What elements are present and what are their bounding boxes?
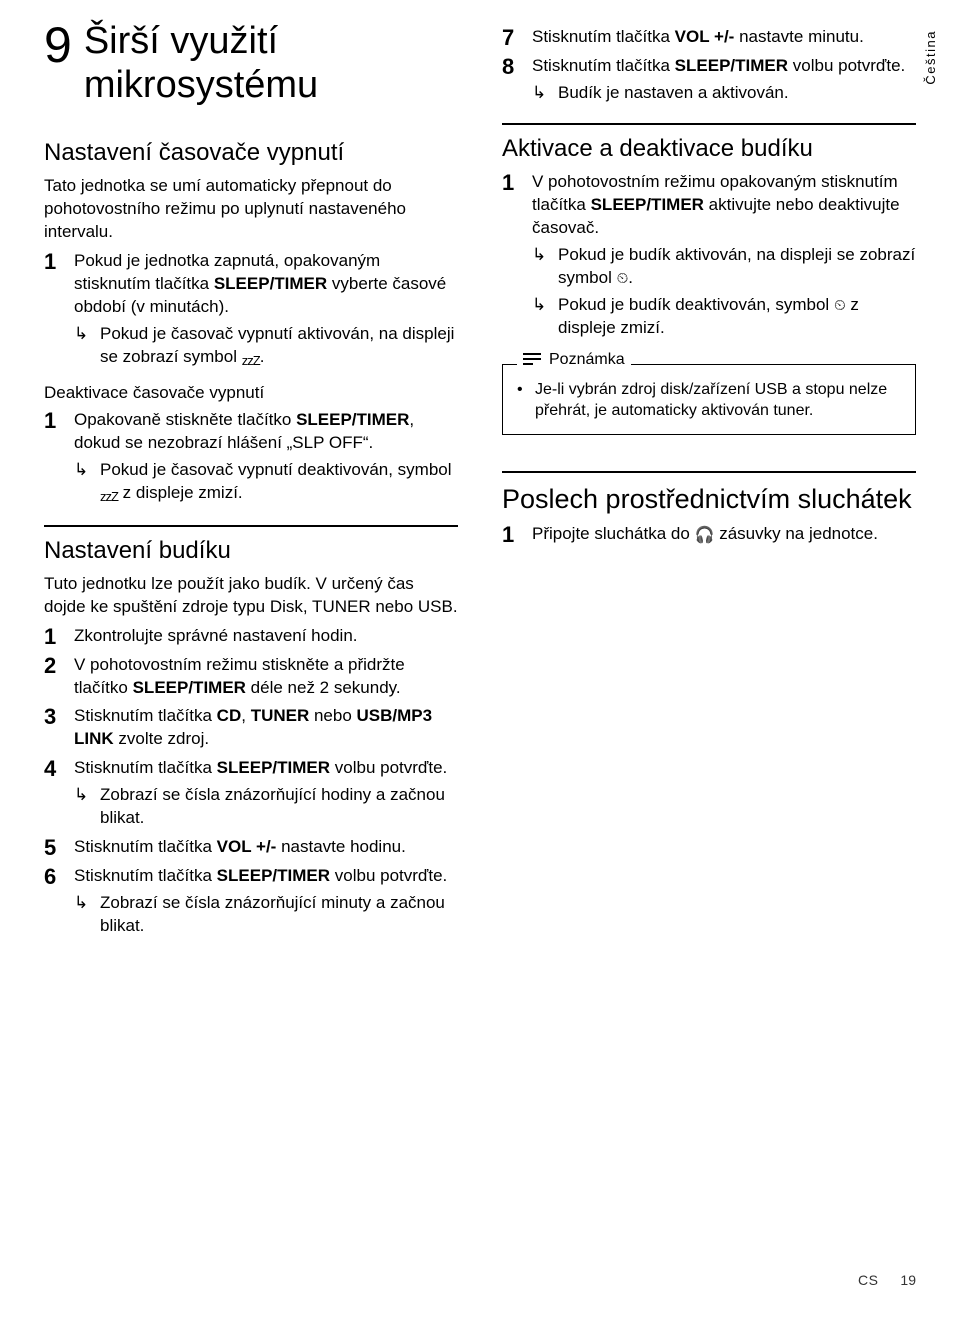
section-alarm-title: Nastavení budíku [44, 537, 458, 565]
sleep-icon: zzZ [242, 353, 260, 368]
text: Stisknutím tlačítka CD, TUNER nebo USB/M… [74, 706, 432, 748]
text: Pokud je časovač vypnutí aktivován, na d… [100, 323, 458, 371]
alarm-step-1: 1 Zkontrolujte správné nastavení hodin. [44, 625, 458, 648]
note-header: Poznámka [517, 351, 631, 369]
footer-lang: CS [858, 1272, 878, 1288]
result-arrow-icon: ↳ [532, 294, 550, 340]
sleep-deact-step-1: 1 Opakovaně stiskněte tlačítko SLEEP/TIM… [44, 409, 458, 507]
text: Zobrazí se čísla znázorňující hodiny a z… [100, 784, 458, 830]
step-number: 7 [502, 26, 520, 49]
page-footer: CS 19 [858, 1272, 916, 1288]
result-arrow-icon: ↳ [74, 892, 92, 938]
timer-icon: ⏲ [617, 270, 629, 287]
section-divider [502, 471, 916, 473]
step-number: 4 [44, 757, 62, 830]
bullet-icon: • [517, 379, 527, 422]
sleep-step-1: 1 Pokud je jednotka zapnutá, opakovaným … [44, 250, 458, 371]
alarm-step-6: 6 Stisknutím tlačítka SLEEP/TIMER volbu … [44, 865, 458, 938]
section-headphones-title: Poslech prostřednictvím sluchátek [502, 483, 916, 515]
sleep-timer-intro: Tato jednotka se umí automaticky přepnou… [44, 175, 458, 244]
section-alarm-toggle-title: Aktivace a deaktivace budíku [502, 135, 916, 163]
section-divider [502, 123, 916, 125]
alarm-step-5: 5 Stisknutím tlačítka VOL +/- nastavte h… [44, 836, 458, 859]
footer-page-number: 19 [900, 1272, 916, 1288]
step-number: 1 [44, 625, 62, 648]
note-text: Je-li vybrán zdroj disk/zařízení USB a s… [535, 379, 901, 422]
text: Stisknutím tlačítka VOL +/- nastavte hod… [74, 837, 406, 856]
chapter-title: Širší využití mikrosystému [84, 20, 458, 107]
alarm-step-4: 4 Stisknutím tlačítka SLEEP/TIMER volbu … [44, 757, 458, 830]
step-number: 1 [44, 250, 62, 371]
sleep-deactivate-heading: Deaktivace časovače vypnutí [44, 383, 458, 403]
text: V pohotovostním režimu stiskněte a přidr… [74, 655, 405, 697]
alarm-step-7: 7 Stisknutím tlačítka VOL +/- nastavte m… [502, 26, 916, 49]
headphones-step-1: 1 Připojte sluchátka do 🎧 zásuvky na jed… [502, 523, 916, 546]
text: Stisknutím tlačítka SLEEP/TIMER volbu po… [532, 56, 905, 75]
step-number: 8 [502, 55, 520, 105]
text: Pokud je budík aktivován, na displeji se… [558, 244, 916, 290]
sleep-icon: zzZ [100, 489, 118, 504]
text: Připojte sluchátka do 🎧 zásuvky na jedno… [532, 524, 878, 543]
result-arrow-icon: ↳ [532, 82, 550, 105]
text: Pokud je časovač vypnutí deaktivován, sy… [100, 459, 458, 507]
result-arrow-icon: ↳ [74, 323, 92, 371]
text: Opakovaně stiskněte tlačítko SLEEP/TIMER… [74, 410, 414, 452]
step-number: 2 [44, 654, 62, 700]
timer-icon: ⏲ [834, 297, 846, 314]
alarm-step-3: 3 Stisknutím tlačítka CD, TUNER nebo USB… [44, 705, 458, 751]
result-arrow-icon: ↳ [74, 459, 92, 507]
text: Pokud je jednotka zapnutá, opakovaným st… [74, 251, 446, 316]
note-label: Poznámka [549, 351, 625, 369]
text: Pokud je budík deaktivován, symbol ⏲ z d… [558, 294, 916, 340]
result-arrow-icon: ↳ [74, 784, 92, 830]
step-number: 1 [502, 523, 520, 546]
note-box: Poznámka • Je-li vybrán zdroj disk/zaříz… [502, 364, 916, 435]
text: Stisknutím tlačítka SLEEP/TIMER volbu po… [74, 758, 447, 777]
alarm-toggle-step-1: 1 V pohotovostním režimu opakovaným stis… [502, 171, 916, 340]
chapter-number: 9 [44, 20, 72, 70]
step-number: 1 [44, 409, 62, 507]
note-icon [523, 351, 541, 369]
section-divider [44, 525, 458, 527]
alarm-intro: Tuto jednotku lze použít jako budík. V u… [44, 573, 458, 619]
result-arrow-icon: ↳ [532, 244, 550, 290]
text: V pohotovostním režimu opakovaným stiskn… [532, 172, 900, 237]
step-number: 5 [44, 836, 62, 859]
section-sleep-timer-title: Nastavení časovače vypnutí [44, 139, 458, 167]
language-tab: Čeština [923, 30, 938, 85]
step-number: 3 [44, 705, 62, 751]
alarm-step-8: 8 Stisknutím tlačítka SLEEP/TIMER volbu … [502, 55, 916, 105]
step-number: 6 [44, 865, 62, 938]
text: Stisknutím tlačítka VOL +/- nastavte min… [532, 27, 864, 46]
alarm-step-2: 2 V pohotovostním režimu stiskněte a při… [44, 654, 458, 700]
text: Zkontrolujte správné nastavení hodin. [74, 626, 358, 645]
chapter-header: 9 Širší využití mikrosystému [44, 20, 458, 107]
right-column: 7 Stisknutím tlačítka VOL +/- nastavte m… [502, 20, 916, 938]
headphones-icon: 🎧 [695, 527, 715, 544]
text: Zobrazí se čísla znázorňující minuty a z… [100, 892, 458, 938]
note-item: • Je-li vybrán zdroj disk/zařízení USB a… [517, 379, 901, 422]
step-number: 1 [502, 171, 520, 340]
text: Budík je nastaven a aktivován. [558, 82, 916, 105]
text: Stisknutím tlačítka SLEEP/TIMER volbu po… [74, 866, 447, 885]
left-column: 9 Širší využití mikrosystému Nastavení č… [44, 20, 458, 938]
